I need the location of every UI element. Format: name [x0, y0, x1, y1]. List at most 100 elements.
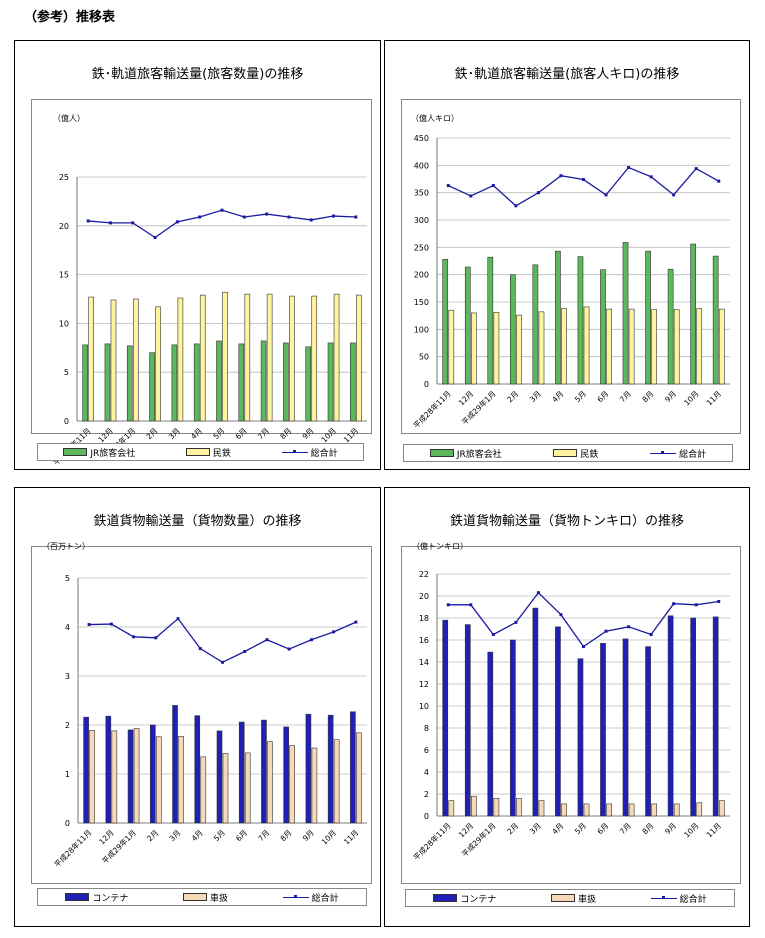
bar	[216, 730, 223, 824]
bar	[651, 803, 658, 817]
x-tick-label: 11月	[342, 828, 360, 846]
bar	[216, 340, 222, 422]
line-point	[536, 191, 540, 195]
bar	[690, 617, 696, 817]
x-tick-label: 4月	[550, 389, 565, 404]
x-tick-label: 5月	[573, 389, 588, 404]
bar	[283, 342, 289, 422]
bar	[464, 624, 471, 817]
plot-area	[401, 546, 741, 884]
x-tick-label: 5月	[573, 821, 588, 836]
bar	[561, 308, 567, 385]
y-tick-label: 20	[59, 222, 69, 231]
bar	[667, 615, 674, 817]
y-tick-label: 0	[65, 819, 70, 828]
legend-line-icon	[281, 449, 308, 453]
x-tick-label: 3月	[167, 828, 182, 843]
bar	[267, 741, 273, 824]
line-point	[604, 629, 608, 633]
y-tick-label: 10	[419, 702, 429, 711]
line-point	[469, 603, 473, 607]
line-point	[309, 218, 313, 222]
x-tick-label: 6月	[595, 389, 610, 404]
bar	[448, 309, 455, 385]
chart-panel-passenger-count: 鉄･軌道旅客輸送量(旅客数量)の推移 （億人）0510152025平成28年11…	[14, 40, 381, 470]
line-point	[514, 204, 518, 208]
line-point	[672, 193, 676, 197]
line-point	[559, 174, 563, 178]
x-tick-label: 4月	[190, 828, 205, 843]
line-point	[109, 622, 113, 626]
line-point	[87, 623, 91, 627]
bar	[177, 297, 184, 422]
bar	[127, 729, 134, 824]
y-tick-label: 25	[59, 173, 69, 182]
legend-item-container: コンテナ	[433, 892, 496, 905]
line-point	[132, 635, 136, 639]
bar	[712, 255, 719, 385]
bar	[471, 312, 477, 385]
bar	[718, 800, 725, 817]
x-tick-label: 3月	[528, 821, 543, 836]
line-point	[582, 645, 585, 649]
y-tick-label: 14	[419, 658, 429, 667]
y-tick-label: 2	[424, 790, 429, 799]
x-tick-label: 11月	[705, 821, 723, 839]
line-point	[221, 660, 224, 664]
bar	[645, 250, 651, 385]
legend-line-icon	[650, 895, 677, 899]
bar	[712, 616, 719, 817]
bar	[516, 314, 522, 385]
bar	[149, 352, 155, 422]
y-tick-label: 1	[65, 770, 70, 779]
x-tick-label: 10月	[682, 389, 700, 407]
bar	[311, 747, 318, 824]
bar	[172, 705, 178, 824]
bar	[194, 715, 201, 824]
line-point	[604, 193, 608, 197]
x-tick-label: 7月	[618, 821, 633, 836]
y-tick-label: 8	[424, 724, 429, 733]
bar	[493, 798, 500, 817]
legend-line-icon	[650, 450, 677, 454]
chart-title: 鉄道貨物輸送量（貨物トンキロ）の推移	[449, 514, 684, 529]
bar	[333, 293, 340, 422]
bar	[333, 739, 340, 824]
x-tick-label: 12月	[457, 821, 475, 839]
y-unit-label: （億人）	[53, 113, 85, 123]
y-tick-label: 300	[414, 216, 429, 225]
chart-svg: （億人）0510152025平成28年11月12月平成29年1月2月3月4月5月…	[51, 113, 367, 467]
chart-panel-freight-ton-km: 鉄道貨物輸送量（貨物トンキロ）の推移 （億トンキロ） 0 2 4 6 8 10 12 14 16 1…	[384, 487, 750, 927]
x-tick-label: 2月	[145, 828, 160, 843]
bar	[111, 730, 118, 824]
legend-swatch-icon	[63, 448, 88, 456]
bar	[442, 619, 449, 817]
y-tick-label: 12	[419, 680, 429, 689]
legend-label: 総合計	[310, 448, 338, 459]
x-tick-label: 11月	[342, 426, 360, 444]
bar	[583, 803, 590, 817]
bar	[606, 308, 612, 385]
bar	[266, 293, 273, 422]
bar	[532, 607, 539, 817]
legend-item-total: 総合計	[281, 446, 338, 459]
bar	[583, 306, 590, 385]
x-tick-label: 7月	[618, 389, 633, 404]
x-tick-label: 2月	[144, 426, 159, 441]
legend-item-container: コンテナ	[65, 891, 128, 904]
bar	[89, 730, 95, 824]
bar	[132, 298, 139, 422]
bar	[538, 311, 545, 385]
y-unit-label: （百万トン）	[42, 542, 90, 551]
y-tick-label: 5	[65, 574, 70, 583]
line-point	[582, 178, 585, 182]
x-tick-label: 平成28年11月	[411, 388, 453, 430]
y-tick-label: 3	[65, 672, 70, 681]
legend-label: 民鉄	[580, 449, 599, 460]
y-tick-label: 0	[424, 380, 429, 389]
y-tick-label: 16	[419, 636, 429, 645]
legend-label: 総合計	[679, 894, 707, 905]
line-point	[265, 212, 269, 216]
line-point	[131, 221, 135, 225]
chart-svg: （億人キロ） 0 50 100 150 200 250 300 350 400 450 平成28年11…	[411, 113, 730, 430]
